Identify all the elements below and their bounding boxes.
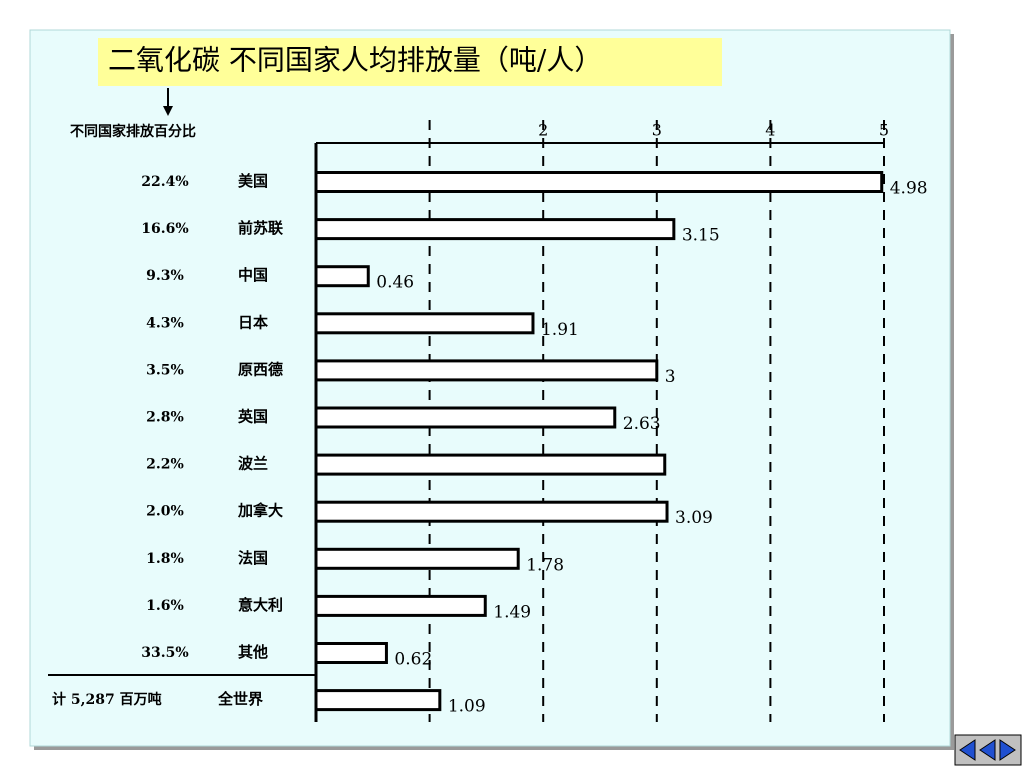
bar: [314, 171, 884, 193]
bar: [314, 218, 676, 241]
share-label: 9.3%: [146, 268, 184, 284]
category-label: 原西德: [238, 360, 283, 378]
share-header: 不同国家排放百分比: [70, 123, 196, 140]
arrow-head: [163, 106, 173, 116]
value-label: 1.09: [448, 697, 486, 717]
chart-title: 二氧化碳 不同国家人均排放量（吨/人）: [108, 44, 602, 77]
share-label: 2.2%: [146, 457, 184, 473]
value-label: 0.62: [394, 650, 432, 670]
category-label: 日本: [238, 313, 268, 331]
bar: [314, 312, 535, 335]
share-label: 3.5%: [146, 362, 184, 378]
share-label: 22.4%: [141, 174, 188, 190]
bar: [314, 359, 659, 382]
share-label: 2.0%: [146, 504, 184, 520]
share-label: 33.5%: [141, 645, 188, 661]
x-tick-label: 5: [879, 121, 889, 140]
bar: [314, 500, 669, 523]
value-label: 0.46: [376, 273, 414, 293]
category-label: 法国: [238, 549, 268, 567]
value-label: 4.98: [890, 179, 928, 199]
nav-first[interactable]: [959, 739, 976, 761]
category-label: 英国: [238, 408, 268, 426]
bar: [314, 406, 617, 429]
panel: [29, 29, 951, 747]
nav-prev[interactable]: [979, 739, 996, 761]
share-label: 计 5,287 百万吨: [52, 691, 162, 708]
bar: [314, 689, 442, 712]
bar: [314, 642, 388, 664]
x-tick-label: 4: [765, 121, 775, 140]
value-label: 3.15: [682, 226, 720, 246]
value-label: 1.78: [526, 555, 564, 575]
category-label: 中国: [238, 266, 268, 284]
category-label: 意大利: [238, 596, 283, 614]
category-label: 波兰: [238, 455, 268, 473]
x-tick-label: 2: [538, 121, 548, 140]
bar: [314, 453, 667, 476]
nav: [954, 734, 1022, 766]
share-label: 2.8%: [146, 410, 184, 426]
share-label: 1.6%: [146, 598, 184, 614]
value-label: 2.63: [623, 414, 661, 434]
category-label: 前苏联: [238, 219, 284, 237]
nav-next[interactable]: [999, 739, 1016, 761]
x-tick-label: 3: [652, 121, 662, 140]
share-label: 16.6%: [141, 221, 188, 237]
value-label: 1.91: [541, 320, 579, 340]
title-box: [98, 38, 722, 86]
bar: [314, 594, 487, 617]
bar: [314, 265, 370, 288]
category-label: 其他: [238, 643, 268, 661]
category-label: 美国: [238, 172, 268, 190]
category-label: 加拿大: [237, 502, 283, 520]
bar: [314, 547, 520, 570]
value-label: 3.09: [675, 508, 713, 528]
category-label: 全世界: [217, 690, 263, 708]
value-label: 3: [665, 367, 676, 387]
plot: 2 3 4 5 22.4% 美国 4.98 16.6% 前苏联 3.15 9.3% 中国 0.46 4.3…: [52, 120, 928, 722]
share-label: 4.3%: [146, 315, 184, 331]
value-label: 1.49: [493, 602, 531, 622]
share-label: 1.8%: [146, 551, 184, 567]
